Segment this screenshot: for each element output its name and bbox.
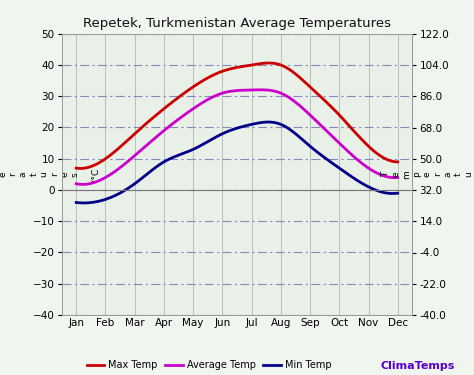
Legend: Max Temp, Average Temp, Min Temp: Max Temp, Average Temp, Min Temp: [82, 356, 335, 374]
Text: ClimaTemps: ClimaTemps: [381, 361, 455, 371]
Title: Repetek, Turkmenistan Average Temperatures: Repetek, Turkmenistan Average Temperatur…: [83, 17, 391, 30]
Y-axis label: T
e
m
p
e
r
a
t
u
r
e
s

(°C: T e m p e r a t u r e s (°C: [0, 167, 101, 182]
Y-axis label: T
e
m
p
e
r
a
t
u
r
e
s

(°F: T e m p e r a t u r e s (°F: [381, 168, 474, 181]
